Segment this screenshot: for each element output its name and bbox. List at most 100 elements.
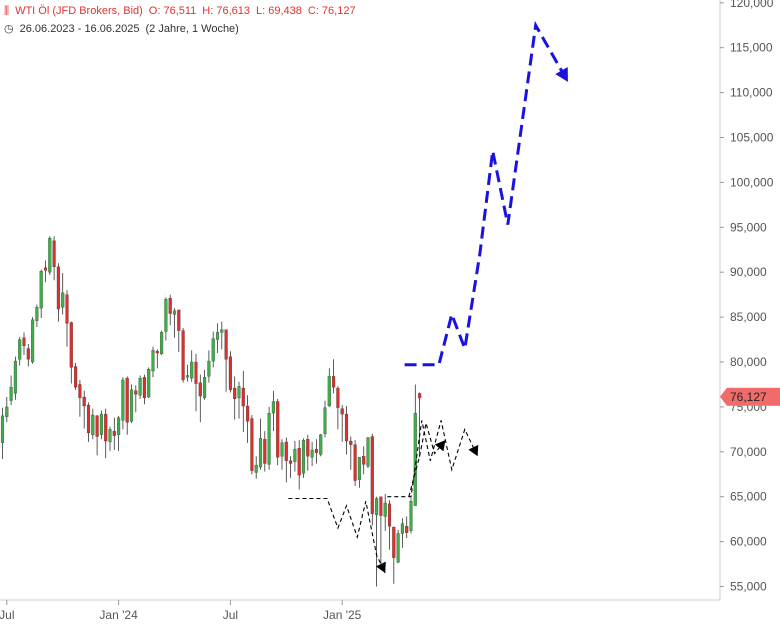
candle-body-down: [82, 396, 86, 407]
candle-body-up: [0, 415, 5, 443]
projection-line-blue: [404, 20, 570, 367]
candle-body-up: [5, 406, 9, 417]
candle-body-down: [228, 356, 232, 390]
candle-body-up: [220, 329, 224, 333]
candle-body-down: [74, 366, 78, 388]
candle-body-up: [9, 386, 13, 401]
candle-body-up: [164, 298, 168, 332]
candle-body-down: [69, 322, 73, 368]
chart-header-ohlc: ⫼ WTI Öl (JFD Brokers, Bid) O: 76,511 H: 76…: [4, 5, 362, 18]
y-tick-label: 115,000: [730, 41, 773, 55]
candle-body-down: [142, 377, 146, 399]
low-value: L: 69,438: [256, 5, 302, 17]
candle-body-up: [147, 369, 151, 398]
candle-body-down: [104, 413, 108, 442]
y-tick-label: 70,000: [730, 445, 767, 459]
y-tick-label: 65,000: [730, 490, 767, 504]
candle-body-down: [43, 267, 48, 271]
candle-body-down: [392, 527, 396, 558]
candle-body-down: [387, 503, 392, 527]
y-tick-label: 100,000: [730, 175, 774, 189]
candle-body-up: [207, 360, 211, 377]
candle-body-up: [323, 407, 327, 434]
y-tick-label: 60,000: [730, 535, 767, 549]
candle-body-up: [327, 376, 331, 407]
candle-body-up: [190, 361, 194, 379]
candle-body-up: [310, 449, 314, 458]
candle-body-down: [353, 444, 357, 481]
close-value: C: 76,127: [307, 5, 356, 17]
candle-body-up: [35, 307, 39, 321]
x-tick-label: Jan '25: [323, 608, 362, 622]
candle-body-down: [332, 376, 336, 388]
date-range: 26.06.2023 - 16.06.2025: [19, 23, 140, 35]
candle-body-down: [349, 440, 353, 445]
projection-arrow-black: [375, 561, 386, 574]
candle-body-up: [91, 414, 95, 435]
candle-body-down: [276, 401, 280, 458]
last-price-marker: [417, 394, 422, 399]
candle-body-down: [306, 439, 310, 457]
candle-body-down: [22, 337, 26, 346]
candle-body-up: [185, 375, 189, 378]
candle-body-down: [233, 387, 237, 399]
instrument-title: WTI Öl (JFD Brokers, Bid): [15, 5, 143, 17]
candle-body-up: [271, 401, 275, 414]
candle-body-down: [340, 408, 344, 415]
candle-body-down: [241, 387, 245, 407]
candle-body-down: [95, 415, 99, 437]
candle-body-down: [112, 430, 116, 436]
candle-body-up: [13, 360, 17, 394]
candle-body-up: [366, 437, 370, 467]
candle-body-up: [215, 332, 220, 340]
y-tick-label: 90,000: [730, 265, 767, 279]
chart-header-range: ◷ 26.06.2023 - 16.06.2025 (2 Jahre, 1 Woch…: [4, 22, 245, 35]
y-tick-label: 80,000: [730, 355, 767, 369]
x-tick-label: Jan '24: [99, 608, 138, 622]
candle-body-up: [396, 533, 400, 563]
candle-body-up: [138, 378, 142, 396]
candle-body-down: [168, 298, 172, 314]
projection-line-black-branch: [387, 420, 479, 498]
candle-body-up: [357, 457, 361, 480]
candle-body-up: [18, 339, 22, 360]
y-tick-label: 110,000: [730, 86, 773, 100]
candle-body-up: [203, 377, 207, 399]
candle-body-up: [151, 350, 155, 372]
candle-body-up: [375, 498, 379, 515]
candle-body-down: [181, 330, 185, 381]
candle-body-down: [52, 240, 56, 267]
candlestick-icon: ⫼: [4, 5, 10, 17]
candle-body-up: [211, 338, 215, 362]
candle-body-up: [61, 292, 65, 308]
candle-body-up: [99, 413, 103, 435]
candle-body-down: [86, 404, 91, 434]
candle-body-up: [48, 237, 52, 273]
candle-body-down: [344, 413, 349, 442]
candle-body-up: [400, 523, 404, 534]
projection-arrow-black: [434, 440, 446, 452]
last-price-label: 76,127: [730, 390, 767, 404]
candle-body-up: [413, 413, 417, 506]
candle-body-up: [160, 332, 164, 355]
candle-body-down: [246, 405, 250, 422]
projection-line-black: [288, 497, 386, 574]
open-value: O: 76,511: [148, 5, 197, 17]
candle-body-down: [362, 456, 366, 465]
candle-body-up: [117, 417, 121, 435]
candle-body-up: [108, 429, 112, 443]
candle-body-up: [254, 465, 258, 473]
candle-body-up: [121, 379, 125, 421]
candle-body-up: [129, 389, 134, 422]
period-label: (2 Jahre, 1 Woche): [145, 23, 239, 35]
candle-body-down: [314, 448, 318, 453]
high-value: H: 76,613: [202, 5, 250, 17]
y-tick-label: 85,000: [730, 310, 767, 324]
candle-body-down: [134, 390, 138, 395]
projection-arrow-blue: [555, 66, 568, 82]
candle-body-up: [383, 502, 387, 517]
projection-arrow-black: [468, 444, 479, 457]
candle-body-up: [172, 310, 177, 315]
candle-body-up: [31, 319, 35, 363]
